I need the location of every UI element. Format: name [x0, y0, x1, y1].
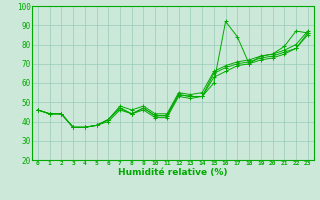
X-axis label: Humidité relative (%): Humidité relative (%) [118, 168, 228, 177]
